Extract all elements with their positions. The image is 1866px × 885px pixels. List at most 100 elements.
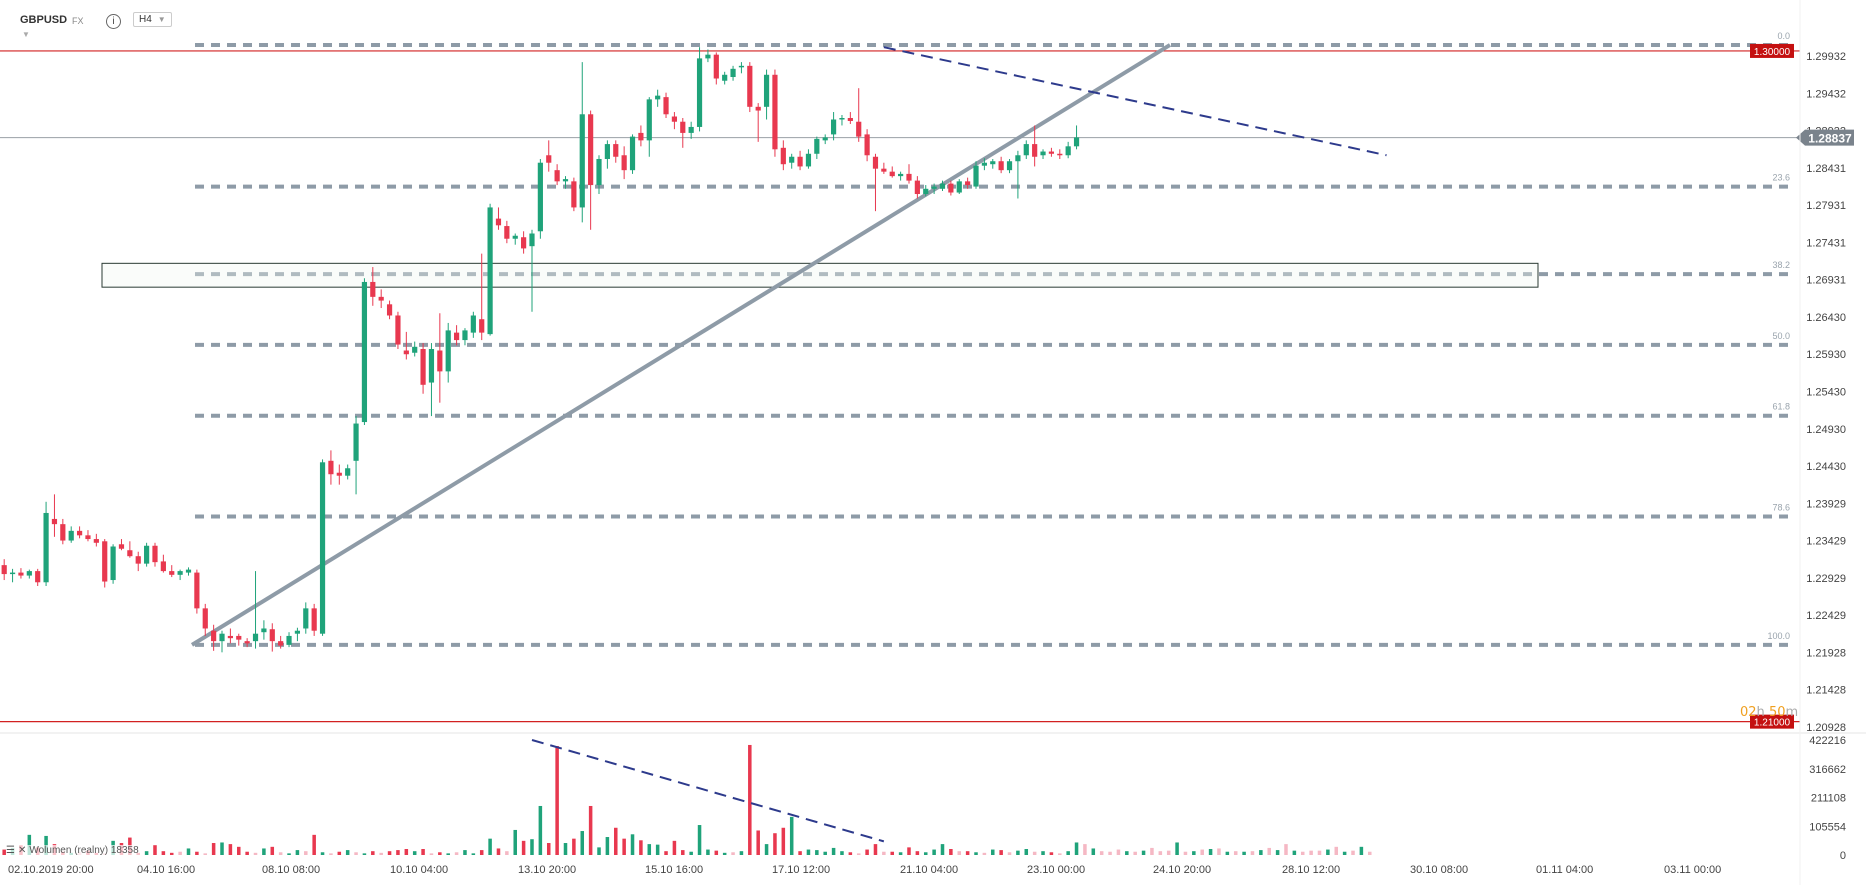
volume-bar[interactable]: [689, 851, 693, 855]
candle-down[interactable]: [554, 170, 560, 182]
timeframe-select[interactable]: H4 ▼: [133, 12, 172, 27]
volume-bar[interactable]: [438, 852, 442, 855]
candle-down[interactable]: [847, 118, 853, 121]
volume-bar[interactable]: [320, 852, 325, 855]
candle-down[interactable]: [60, 524, 66, 541]
volume-bar[interactable]: [1091, 848, 1096, 855]
volume-bar[interactable]: [907, 847, 911, 855]
volume-bar[interactable]: [371, 851, 375, 855]
volume-bar[interactable]: [396, 850, 400, 855]
volume-bar[interactable]: [848, 852, 853, 855]
candle-up[interactable]: [445, 330, 451, 372]
volume-bar[interactable]: [278, 852, 283, 855]
candle-down[interactable]: [872, 156, 879, 169]
candle-down[interactable]: [772, 74, 778, 150]
volume-bar[interactable]: [681, 850, 685, 855]
candle-up[interactable]: [931, 186, 937, 189]
candle-down[interactable]: [420, 349, 426, 385]
volume-bar[interactable]: [270, 846, 275, 855]
info-icon[interactable]: i: [106, 14, 121, 29]
candle-up[interactable]: [177, 571, 183, 575]
candle-down[interactable]: [1057, 153, 1063, 156]
candle-up[interactable]: [286, 635, 292, 645]
candle-up[interactable]: [688, 126, 694, 133]
candle-down[interactable]: [202, 608, 208, 629]
volume-bar[interactable]: [1007, 852, 1012, 855]
volume-bar[interactable]: [161, 851, 166, 855]
volume-bar[interactable]: [764, 844, 769, 855]
candle-up[interactable]: [529, 233, 535, 247]
volume-bar[interactable]: [262, 848, 266, 855]
candle-down[interactable]: [671, 116, 678, 122]
candle-up[interactable]: [1006, 161, 1013, 171]
volume-bar[interactable]: [479, 850, 484, 855]
volume-bar[interactable]: [614, 827, 618, 855]
volume-bar[interactable]: [1024, 849, 1029, 855]
candle-up[interactable]: [185, 569, 192, 573]
volume-bar[interactable]: [1099, 851, 1104, 855]
candle-down[interactable]: [127, 550, 133, 557]
volume-bar[interactable]: [362, 853, 367, 855]
candle-down[interactable]: [102, 541, 108, 582]
volume-bar[interactable]: [982, 852, 987, 855]
volume-bar[interactable]: [412, 851, 417, 855]
volume-bar[interactable]: [781, 827, 786, 855]
candle-up[interactable]: [646, 99, 652, 141]
volume-bar[interactable]: [1259, 850, 1263, 855]
volume-bar[interactable]: [186, 848, 191, 855]
candle-up[interactable]: [361, 281, 368, 423]
candle-down[interactable]: [328, 460, 334, 475]
candle-up[interactable]: [596, 158, 602, 186]
candle-up[interactable]: [730, 68, 736, 78]
candle-down[interactable]: [370, 281, 376, 297]
candle-down[interactable]: [495, 218, 502, 226]
volume-bar[interactable]: [856, 853, 861, 855]
candle-up[interactable]: [1073, 137, 1080, 147]
candle-down[interactable]: [403, 350, 409, 355]
candle-up[interactable]: [763, 74, 770, 107]
volume-bar[interactable]: [312, 834, 316, 855]
candle-down[interactable]: [453, 332, 460, 341]
candle-down[interactable]: [169, 571, 175, 575]
candle-down[interactable]: [160, 561, 166, 572]
volume-bar[interactable]: [454, 852, 459, 855]
volume-bar[interactable]: [706, 849, 710, 855]
candle-up[interactable]: [512, 235, 518, 239]
fibonacci-levels[interactable]: 0.0 23.6 38.2 50.0 61.8 78.6 100.0: [195, 31, 1795, 647]
volume-bar[interactable]: [1200, 849, 1204, 855]
volume-bar[interactable]: [999, 850, 1003, 855]
volume-bar[interactable]: [1351, 850, 1355, 855]
candle-down[interactable]: [18, 572, 24, 576]
volume-bar[interactable]: [1133, 851, 1137, 855]
volume-bar[interactable]: [898, 852, 903, 855]
candle-down[interactable]: [93, 539, 99, 543]
candle-down[interactable]: [747, 65, 753, 107]
candle-up[interactable]: [487, 207, 493, 335]
candle-down[interactable]: [965, 181, 971, 186]
volume-bar[interactable]: [563, 843, 568, 855]
volume-bar[interactable]: [295, 850, 300, 855]
candle-up[interactable]: [923, 188, 929, 195]
candle-up[interactable]: [294, 630, 301, 634]
volume-bar[interactable]: [1317, 850, 1322, 855]
volume-bar[interactable]: [546, 843, 551, 855]
volume-bar[interactable]: [1275, 850, 1280, 855]
volume-bar[interactable]: [245, 851, 249, 855]
candle-up[interactable]: [981, 162, 987, 166]
candle-down[interactable]: [613, 144, 619, 157]
candle-up[interactable]: [26, 571, 32, 576]
volume-bar[interactable]: [144, 851, 149, 855]
volume-bar[interactable]: [379, 852, 383, 855]
candle-up[interactable]: [956, 181, 962, 193]
candle-up[interactable]: [412, 346, 418, 353]
volume-bar[interactable]: [1083, 844, 1087, 855]
volume-bar[interactable]: [588, 805, 593, 855]
volume-bar[interactable]: [1074, 842, 1079, 855]
candle-down[interactable]: [378, 296, 384, 301]
candle-up[interactable]: [822, 137, 828, 141]
candle-up[interactable]: [345, 468, 351, 476]
volume-bar[interactable]: [178, 851, 182, 855]
candle-up[interactable]: [68, 530, 74, 541]
volume-bar[interactable]: [1150, 847, 1154, 855]
candle-down[interactable]: [797, 156, 803, 167]
